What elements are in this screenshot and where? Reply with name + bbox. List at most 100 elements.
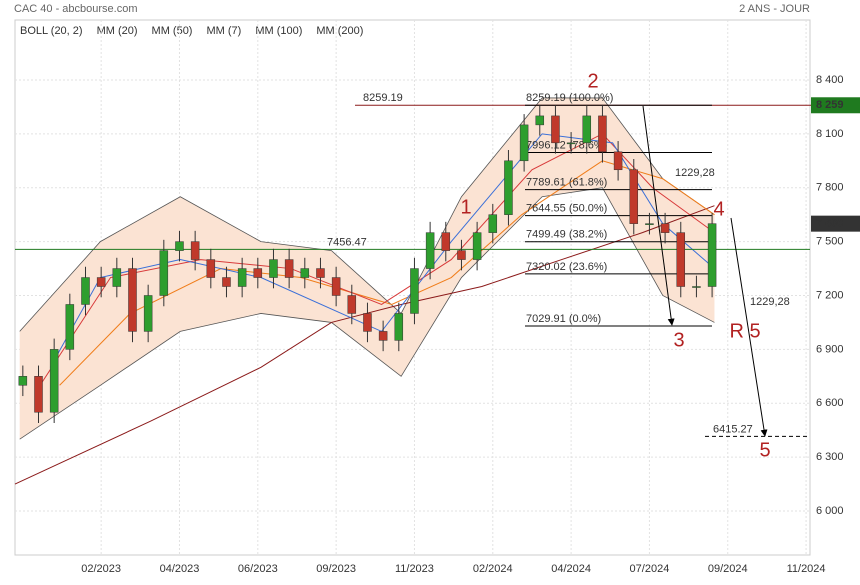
x-tick-label: 04/2024 (551, 563, 591, 575)
y-tick-label: 6 300 (816, 451, 844, 463)
x-tick-label: 02/2023 (81, 563, 121, 575)
candle-body (582, 115, 592, 144)
candle-body (535, 115, 545, 126)
candle-body (441, 232, 451, 251)
price-tag (811, 97, 860, 114)
legend-entry: MM (100) (255, 25, 302, 37)
candle-body (175, 241, 184, 251)
price-tag-label: 8 259 (816, 99, 844, 111)
band-line (19, 187, 715, 440)
fib-label: 7644.55 (50.0%) (526, 203, 607, 215)
candle-body (707, 223, 717, 287)
candle-body (660, 223, 670, 233)
candle-body (519, 124, 529, 162)
candle-body (488, 214, 498, 233)
level-label: 7456.47 (327, 236, 367, 248)
arrow (730, 217, 768, 437)
candle-body (112, 268, 122, 287)
candle-body (457, 250, 466, 260)
fib-label: 7320.02 (23.6%) (526, 261, 607, 273)
x-tick-label: 09/2024 (708, 563, 748, 575)
candle-body (159, 250, 169, 296)
candle-body (190, 241, 200, 260)
legend-entry: MM (7) (206, 25, 241, 37)
x-tick-label: 11/2023 (395, 563, 434, 575)
candle-body (18, 376, 28, 386)
x-tick-label: 06/2023 (238, 563, 278, 575)
candle-body (613, 151, 623, 171)
fib-label: 7789.61 (61.8%) (526, 177, 607, 189)
candle-body (237, 268, 247, 287)
plot-frame (14, 19, 811, 556)
candle-body (269, 259, 278, 278)
wave-label: 2 (587, 70, 598, 92)
fib-label: 7996.12 (78.6%) (526, 139, 607, 151)
candle-body (629, 169, 639, 224)
x-tick-label: 11/2024 (787, 563, 826, 575)
x-tick-label: 07/2024 (630, 563, 670, 575)
candle-body (598, 115, 607, 153)
y-tick-label: 6 900 (816, 343, 844, 355)
candle-body (425, 232, 435, 269)
annotation: 1229,28 (675, 167, 715, 179)
level-label: 8259.19 (363, 92, 403, 104)
annotation: 1229,28 (750, 296, 790, 308)
candle-body (300, 268, 310, 278)
legend-entry: MM (50) (152, 25, 193, 37)
wave-label: R 5 (729, 320, 760, 342)
legend-entry: MM (200) (316, 25, 363, 37)
fib-label: 7499.49 (38.2%) (526, 229, 607, 241)
candle-body (472, 232, 482, 260)
price-tag-label: 7 600 (816, 218, 844, 230)
candle-body (331, 277, 341, 296)
wave-label: 1 (460, 196, 471, 218)
x-tick-label: 09/2023 (316, 563, 356, 575)
y-tick-label: 7 500 (816, 236, 844, 248)
wave-label: 3 (673, 329, 684, 351)
level-label: 6415.27 (713, 423, 753, 435)
price-tag (811, 215, 860, 232)
candle-body (316, 268, 325, 278)
wave-label: 4 (713, 198, 724, 220)
candle-body (65, 304, 75, 350)
candle-body (551, 115, 560, 144)
candle-body (504, 160, 513, 215)
candle-body (394, 313, 404, 341)
x-tick-label: 04/2023 (160, 563, 200, 575)
y-tick-label: 6 000 (816, 505, 844, 517)
candle-body (284, 259, 294, 278)
y-tick-label: 8 400 (816, 74, 844, 86)
fib-label: 7029.91 (0.0%) (526, 313, 601, 325)
candle-body (49, 349, 59, 413)
candle-body (566, 142, 576, 145)
y-tick-label: 8 100 (816, 128, 844, 140)
wave-label: 5 (759, 439, 770, 461)
arrow (642, 105, 675, 326)
period-label: 2 ANS - JOUR (739, 3, 810, 15)
candle-body (206, 259, 216, 278)
candle-body (143, 295, 153, 332)
candle-body (128, 268, 137, 332)
candle-body (378, 331, 388, 341)
x-tick-label: 02/2024 (473, 563, 513, 575)
band-area (19, 97, 715, 440)
candle-body (81, 277, 90, 305)
fib-label: 8259.19 (100.0%) (526, 92, 613, 104)
chart-title: CAC 40 - abcbourse.com (14, 3, 138, 15)
candle-body (363, 313, 372, 332)
y-tick-label: 6 600 (816, 397, 844, 409)
legend-entry: BOLL (20, 2) (20, 25, 83, 37)
candle-body (410, 268, 419, 314)
y-tick-label: 7 200 (816, 289, 844, 301)
legend-entry: MM (20) (97, 25, 138, 37)
candle-body (676, 232, 686, 287)
candle-body (253, 268, 263, 278)
y-tick-label: 7 800 (816, 182, 844, 194)
candle-body (34, 376, 43, 413)
candle-body (222, 277, 231, 287)
candle-body (692, 286, 701, 288)
candle-body (96, 277, 106, 287)
candle-body (645, 223, 654, 225)
candle-body (347, 295, 357, 314)
